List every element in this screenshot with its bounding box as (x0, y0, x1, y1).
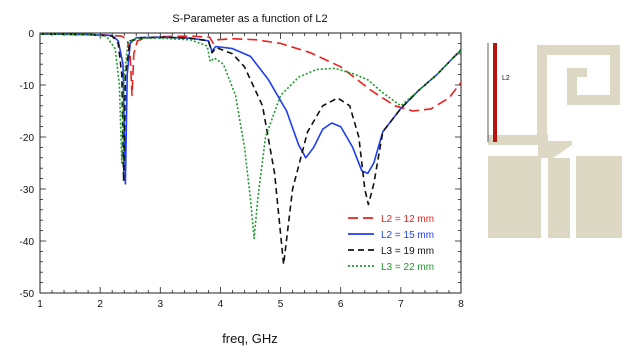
y-tick-label: -50 (20, 289, 35, 300)
antenna-shape (488, 45, 622, 238)
series-line-1 (39, 33, 462, 112)
plot-frame (39, 32, 462, 294)
y-tick-label: -10 (20, 81, 35, 92)
x-tick-label: 7 (398, 299, 404, 310)
l2-label: L2 (502, 75, 510, 82)
legend: L2 = 12 mm L2 = 15 mm L3 = 19 mm L3 = 22 mm (348, 214, 434, 273)
y-tick-label: -40 (20, 237, 35, 248)
series-line-4 (39, 33, 462, 240)
y-tick-label: -20 (20, 133, 35, 144)
x-tick-label: 3 (158, 299, 164, 310)
legend-label-1: L2 = 12 mm (381, 214, 434, 225)
legend-label-4: L3 = 22 mm (381, 262, 434, 273)
y-tick-label: -30 (20, 185, 35, 196)
x-tick-label: 2 (97, 299, 103, 310)
antenna-inset: L2 (487, 43, 622, 238)
x-axis-label: freq, GHz (222, 331, 278, 346)
x-tick-labels: 1 2 3 4 5 6 7 8 (37, 299, 464, 310)
series-line-2 (39, 33, 462, 185)
x-tick-label: 1 (37, 299, 43, 310)
y-tick-labels: 0 -10 -20 -30 -40 -50 (20, 29, 35, 300)
x-tick-label: 6 (338, 299, 344, 310)
x-tick-label: 8 (458, 299, 464, 310)
legend-label-2: L2 = 15 mm (381, 230, 434, 241)
x-tick-label: 4 (218, 299, 224, 310)
x-tick-label: 5 (278, 299, 284, 310)
chart-title: S-Parameter as a function of L2 (172, 13, 327, 25)
series-lines (39, 33, 462, 266)
series-line-3 (39, 33, 462, 266)
legend-label-3: L3 = 19 mm (381, 246, 434, 257)
l2-marker (493, 43, 497, 142)
y-tick-label: 0 (28, 29, 34, 40)
